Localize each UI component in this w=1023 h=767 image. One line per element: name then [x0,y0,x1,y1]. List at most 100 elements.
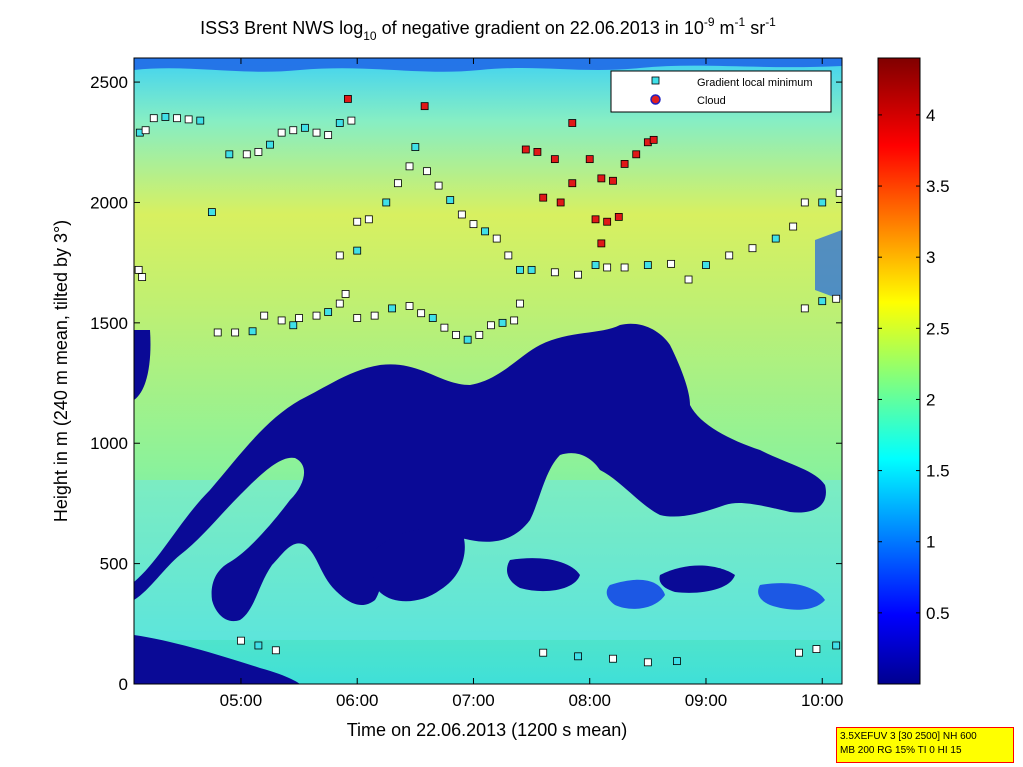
chart-title: ISS3 Brent NWS log10 of negative gradien… [200,15,776,43]
y-tick-label: 0 [119,675,128,694]
gradient-minimum-marker [394,179,402,188]
gradient-minimum-marker [353,246,362,255]
gradient-minimum-marker [149,114,158,123]
gradient-minimum-marker [771,234,780,243]
gradient-minimum-marker [353,314,362,322]
colorbar-tick-label: 0.5 [926,604,950,623]
x-tick-label: 06:00 [336,691,379,710]
gradient-minimum-marker [260,311,269,320]
cloud-marker [539,193,548,202]
gradient-minimum-marker [504,251,513,260]
settings-info-box: 3.5XEFUV 3 [30 2500] NH 600 MB 200 RG 15… [836,727,1014,763]
gradient-minimum-marker [475,330,484,339]
gradient-minimum-marker [574,270,582,279]
gradient-minimum-marker [643,261,652,269]
gradient-minimum-marker [835,188,842,197]
cloud-marker [568,179,577,188]
y-tick-label: 500 [100,555,128,574]
heatmap-pocket [606,579,665,609]
cloud-marker [585,155,594,164]
gradient-minimum-marker [725,251,734,260]
gradient-minimum-marker [673,657,681,666]
gradient-minimum-marker [795,648,803,657]
gradient-minimum-marker [446,196,455,204]
cloud-marker [550,155,559,164]
gradient-minimum-marker [312,128,321,137]
gradient-minimum-marker [550,268,559,277]
gradient-minimum-marker [702,261,710,269]
gradient-minimum-marker [382,198,391,207]
cloud-marker [591,215,600,224]
gradient-minimum-marker [812,645,821,653]
x-axis: 05:00 06:00 07:00 08:00 09:00 10:00 [220,58,844,710]
cloud-marker [568,119,577,127]
gradient-minimum-marker [423,167,431,176]
gradient-minimum-marker [603,263,612,272]
gradient-minimum-marker [388,304,396,313]
gradient-minimum-marker [289,321,298,330]
gradient-minimum-marker [213,328,222,337]
gradient-minimum-marker [516,265,524,274]
heatmap-right-strip [815,230,842,300]
colorbar-tick-label: 1.5 [926,462,950,481]
y-axis: 0 500 1000 1500 2000 2500 [90,73,842,694]
gradient-minimum-marker [300,123,309,132]
legend-label-cloud: Cloud [697,95,726,107]
gradient-minimum-marker [248,327,257,336]
cloud-marker [597,239,606,248]
gradient-minimum-marker [492,234,501,243]
settings-line-1: 3.5XEFUV 3 [30 2500] NH 600 [840,731,977,742]
gradient-minimum-marker [225,150,234,159]
gradient-minimum-marker [335,251,344,260]
gradient-minimum-marker [353,217,362,226]
cloud-marker [521,145,530,154]
gradient-minimum-marker [335,299,344,308]
cloud-marker [597,174,606,183]
gradient-minimum-marker [173,114,181,123]
cloud-marker [609,176,617,185]
x-tick-label: 08:00 [568,691,611,710]
gradient-minimum-marker [141,126,150,135]
colorbar-tick-label: 4 [926,106,935,125]
y-tick-label: 1500 [90,314,128,333]
gradient-minimum-marker [161,113,170,121]
gradient-minimum-marker [231,328,240,337]
y-axis-label: Height in m (240 m mean, tilted by 3°) [51,220,71,522]
legend-box [610,70,832,113]
colorbar-tick-label: 2.5 [926,319,950,338]
marker-layer [134,95,842,667]
gradient-minimum-marker [818,297,827,306]
gradient-minimum-marker [510,316,519,325]
colorbar-tick-label: 3 [926,248,935,267]
x-tick-label: 10:00 [801,691,844,710]
gradient-minimum-marker [463,335,472,344]
gradient-minimum-marker [789,222,798,231]
gradient-minimum-marker [266,140,274,149]
x-axis-label: Time on 22.06.2013 (1200 s mean) [347,720,628,740]
x-tick-label: 09:00 [685,691,728,710]
gradient-minimum-marker [405,162,414,171]
cloud-marker [556,198,565,207]
gradient-minimum-marker [405,302,414,310]
cloud-marker [649,135,658,144]
colorbar-ticks: 0.5 1 1.5 2 2.5 3 3.5 4 [878,106,950,623]
gradient-minimum-marker [324,308,333,316]
gradient-minimum-marker [254,641,263,650]
legend-label-gradient: Gradient local minimum [697,77,813,89]
gradient-minimum-marker [832,294,841,303]
gradient-minimum-marker [440,323,449,332]
x-tick-label: 07:00 [452,691,495,710]
cloud-marker [533,147,542,156]
gradient-minimum-marker [271,646,280,655]
gradient-minimum-marker [312,311,321,320]
gradient-minimum-marker [207,208,216,216]
x-tick-label: 05:00 [220,691,263,710]
gradient-minimum-marker [196,116,205,125]
gradient-minimum-marker [818,198,827,207]
gradient-minimum-marker [457,210,466,219]
settings-line-2: MB 200 RG 15% TI 0 HI 15 [840,745,962,756]
colorbar [877,57,921,685]
colorbar-tick-label: 1 [926,533,935,552]
gradient-minimum-marker [832,641,841,650]
